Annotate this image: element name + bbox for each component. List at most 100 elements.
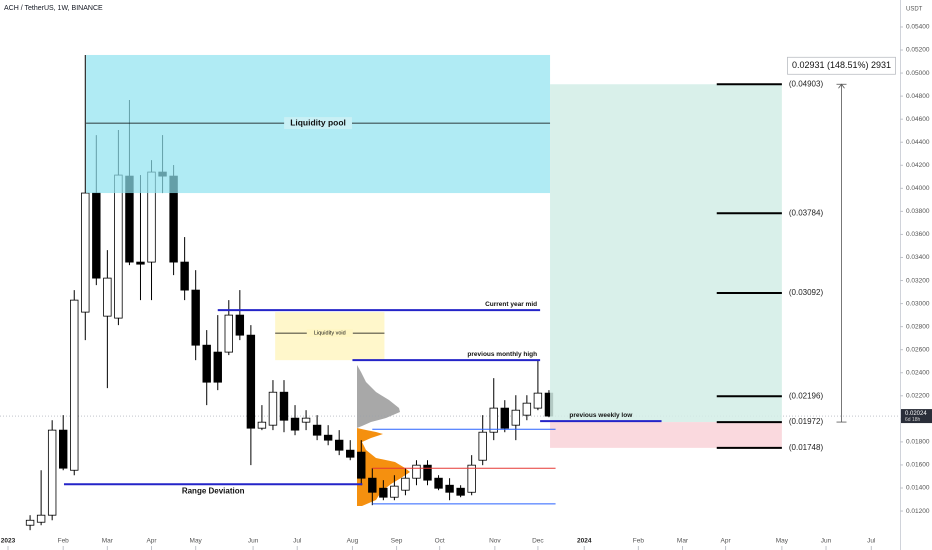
candle-body [202,344,211,383]
candle-body [290,417,300,431]
candle-body [346,449,355,458]
x-tick-label: May [190,538,203,545]
level-label: previous weekly low [569,412,633,419]
x-tick-label: Mar [102,538,114,545]
target-label: (0.01748) [789,443,824,452]
y-tick-label: 0.03600 [906,231,930,238]
x-tick-label: Feb [633,538,645,545]
candle-body [191,289,200,346]
level-label: Range Deviation [182,486,245,495]
y-tick-label: 0.03800 [906,208,930,215]
candle-body [423,464,432,481]
x-tick-label: Jun [248,538,259,545]
measure-label-box [787,56,896,75]
candle-body [213,351,222,383]
candle-body [334,439,344,451]
currency: USDT [906,7,923,13]
candle-body [456,487,465,496]
candle-body [368,477,377,493]
target-label: (0.01972) [789,417,824,426]
y-tick-label: 0.04000 [906,185,930,192]
y-tick-label: 0.03200 [906,277,930,284]
candle-body [478,431,487,461]
candle-body [180,261,189,291]
candle-body [390,485,399,498]
x-tick-label: Feb [58,538,70,545]
x-tick-label: Dec [532,538,544,545]
countdown: 6d 18h [905,417,921,423]
level-label: previous monthly high [467,351,537,358]
candle-body [47,429,57,516]
candle-body [59,429,68,469]
candle-body [136,261,145,265]
chart-title: ACH / TetherUS, 1W, BINANCE [4,5,103,12]
y-tick-label: 0.04400 [906,139,930,146]
y-tick-label: 0.04600 [906,116,930,123]
x-tick-label: Jul [293,538,302,545]
candle-body [224,314,233,353]
y-tick-label: 0.04800 [906,93,930,100]
target-label: (0.02196) [789,391,824,400]
candle-body [357,451,366,479]
candle-body [500,407,509,429]
x-tick-label: 2024 [577,538,592,545]
y-tick-label: 0.02800 [906,323,930,330]
candle-body [103,277,112,317]
candle-body [511,409,521,426]
x-tick-label: Sep [391,538,403,545]
candle-body [434,477,443,489]
level-label: Liquidity pool [290,117,346,127]
candle-body [235,314,245,336]
x-tick-label: Apr [146,538,157,545]
candle-body [522,402,532,416]
last-price-tag [901,409,932,424]
label-background [306,329,353,337]
y-tick-label: 0.02600 [906,346,930,353]
target-label: (0.03092) [789,288,824,297]
candle-body [36,514,46,523]
target-label: (0.04903) [789,79,824,88]
candle-body [301,417,311,423]
x-tick-label: Apr [721,538,732,545]
y-tick-label: 0.04200 [906,162,930,169]
level-label: Liquidity void [314,331,346,337]
candle-body [25,519,35,526]
zone [550,422,782,448]
candle-body [323,434,333,441]
y-tick-label: 0.05200 [906,47,930,54]
y-tick-label: 0.02400 [906,369,930,376]
candle-body [114,174,123,319]
y-tick-label: 0.01600 [906,462,930,469]
y-tick-label: 0.01400 [906,485,930,492]
y-tick-label: 0.05000 [906,70,930,77]
measure-label: 0.02931 (148.51%) 2931 [792,60,891,70]
candle-body [246,334,256,429]
candle-body [70,299,79,471]
y-tick-label: 0.01800 [906,439,930,446]
level-label: Current year mid [485,301,537,308]
candle-body [412,464,421,479]
y-tick-label: 0.03000 [906,300,930,307]
x-tick-label: Mar [677,538,689,545]
candle-body [279,391,289,421]
y-tick-label: 0.05400 [906,24,930,31]
x-tick-label: Jul [867,538,876,545]
candle-body [379,487,388,498]
x-tick-label: Jun [821,538,832,545]
x-tick-label: Nov [489,538,501,545]
y-tick-label: 0.03400 [906,254,930,261]
target-label: (0.03784) [789,208,824,217]
candle-body [445,484,454,493]
volume-profile-upper [357,365,400,428]
candle-body [312,424,322,436]
candle-body [401,477,410,491]
candle-body [533,392,543,409]
candle-body [467,464,476,493]
x-tick-label: 2023 [1,538,16,545]
last-price-label: 0.02024 [905,411,927,417]
x-tick-label: May [776,538,789,545]
candle-body [81,192,90,313]
y-tick-label: 0.01200 [906,508,930,515]
candle-body [489,407,498,433]
